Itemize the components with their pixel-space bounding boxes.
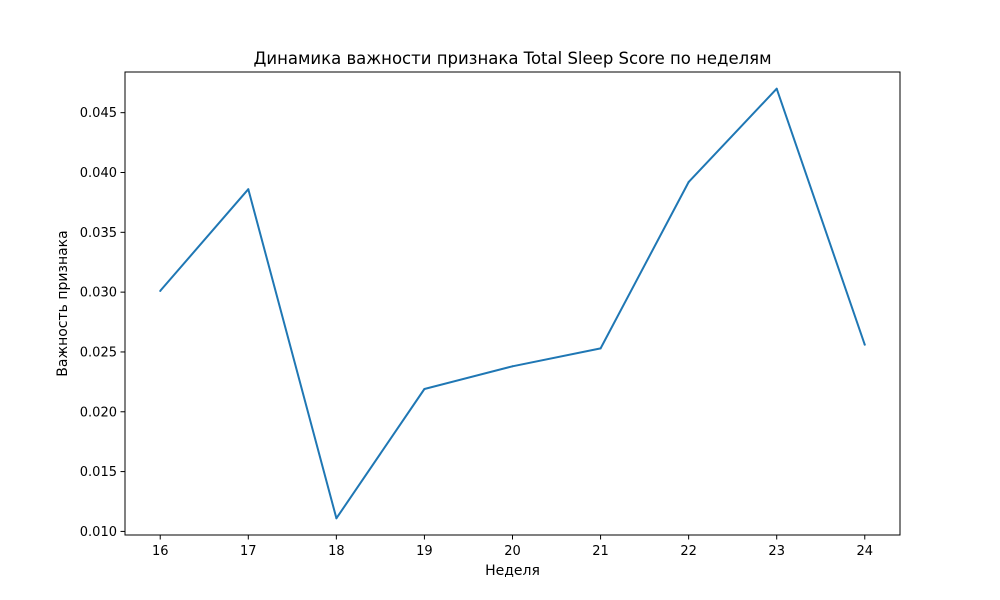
y-tick-label: 0.040 <box>80 166 117 181</box>
y-tick-label: 0.015 <box>80 465 117 480</box>
x-tick-label: 20 <box>504 544 521 559</box>
y-tick-label: 0.030 <box>80 286 117 301</box>
series-line <box>159 87 866 520</box>
y-tick-label: 0.035 <box>80 226 117 241</box>
chart-title: Динамика важности признака Total Sleep S… <box>253 49 771 68</box>
x-tick-label: 22 <box>680 544 697 559</box>
data-point <box>687 181 690 184</box>
x-tick-label: 23 <box>768 544 785 559</box>
x-tick-label: 17 <box>240 544 257 559</box>
x-tick-label: 24 <box>856 544 873 559</box>
plot-area <box>124 71 901 536</box>
y-tick-label: 0.010 <box>80 525 117 540</box>
data-point <box>423 388 426 391</box>
data-point <box>511 365 514 368</box>
y-tick-label: 0.020 <box>80 405 117 420</box>
y-axis: 0.010 0.015 0.020 0.025 0.030 0.035 0.040 0.045 <box>80 106 125 540</box>
y-tick-label: 0.045 <box>80 106 117 121</box>
x-tick-label: 18 <box>328 544 345 559</box>
data-point <box>159 289 162 292</box>
data-point <box>599 347 602 350</box>
data-point <box>863 343 866 346</box>
x-axis-label: Неделя <box>485 563 540 579</box>
x-axis: 16 17 18 19 20 21 22 23 24 <box>152 535 873 559</box>
x-tick-label: 19 <box>416 544 433 559</box>
data-point <box>335 517 338 520</box>
x-tick-label: 16 <box>152 544 169 559</box>
x-tick-label: 21 <box>592 544 609 559</box>
y-tick-label: 0.025 <box>80 345 117 360</box>
data-point <box>247 188 250 191</box>
series-group <box>159 87 866 520</box>
data-point <box>775 87 778 90</box>
y-axis-label: Важность признака <box>55 230 71 376</box>
